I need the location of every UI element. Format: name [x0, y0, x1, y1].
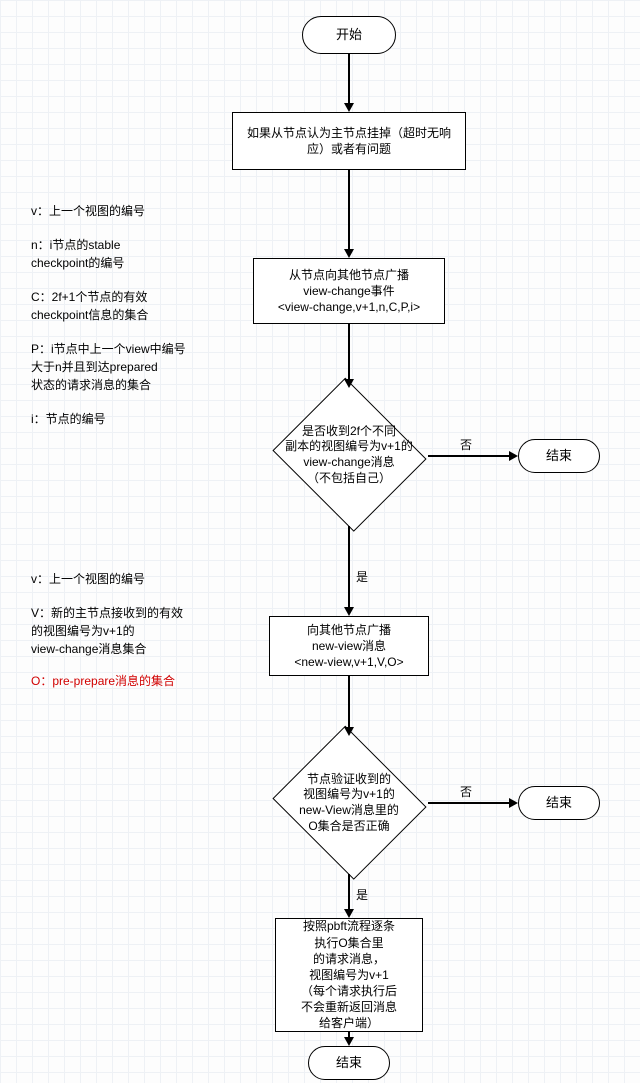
- edge-label-yes: 是: [356, 886, 368, 903]
- process-node-3: 向其他节点广播 new-view消息 <new-view,v+1,V,O>: [269, 616, 429, 676]
- process-node-1: 如果从节点认为主节点挂掉（超时无响应）或者有问题: [232, 112, 466, 170]
- end-node-3: 结束: [308, 1046, 390, 1080]
- start-node: 开始: [302, 16, 396, 54]
- decision-node-2: 节点验证收到的 视图编号为v+1的 new-View消息里的 O集合是否正确: [268, 730, 430, 876]
- edge-line: [348, 324, 350, 379]
- legend-item: O：pre-prepare消息的集合: [31, 672, 175, 690]
- arrow-head-icon: [344, 249, 354, 258]
- edge-label-yes: 是: [356, 568, 368, 585]
- edge-label-no: 否: [460, 436, 472, 453]
- legend-item: C：2f+1个节点的有效 checkpoint信息的集合: [31, 288, 148, 324]
- legend-item: P：i节点中上一个view中编号 大于n并且到达prepared 状态的请求消息…: [31, 340, 186, 394]
- end-node-1: 结束: [518, 439, 600, 473]
- process-node-4: 按照pbft流程逐条 执行O集合里 的请求消息， 视图编号为v+1 （每个请求执…: [275, 918, 423, 1032]
- edge-line: [348, 170, 350, 249]
- decision-text: 是否收到2f个不同 副本的视图编号为v+1的 view-change消息 （不包…: [269, 424, 429, 486]
- edge-label-no: 否: [460, 783, 472, 800]
- arrow-head-icon: [344, 103, 354, 112]
- edge-line: [428, 455, 509, 457]
- legend-item: i：节点的编号: [31, 410, 106, 428]
- edge-line: [348, 526, 350, 607]
- edge-line: [348, 676, 350, 727]
- legend-item: V：新的主节点接收到的有效 的视图编号为v+1的 view-change消息集合: [31, 604, 183, 658]
- decision-text: 节点验证收到的 视图编号为v+1的 new-View消息里的 O集合是否正确: [283, 772, 415, 834]
- arrow-head-icon: [509, 798, 518, 808]
- process-node-2: 从节点向其他节点广播 view-change事件 <view-change,v+…: [253, 258, 445, 324]
- end-node-2: 结束: [518, 786, 600, 820]
- arrow-head-icon: [344, 379, 354, 388]
- legend-item: n：i节点的stable checkpoint的编号: [31, 236, 124, 272]
- legend-item: v：上一个视图的编号: [31, 202, 145, 220]
- decision-node-1: 是否收到2f个不同 副本的视图编号为v+1的 view-change消息 （不包…: [268, 382, 430, 528]
- arrow-head-icon: [344, 1037, 354, 1046]
- edge-line: [348, 54, 350, 103]
- arrow-head-icon: [344, 727, 354, 736]
- arrow-head-icon: [344, 607, 354, 616]
- edge-line: [348, 874, 350, 909]
- arrow-head-icon: [509, 451, 518, 461]
- arrow-head-icon: [344, 909, 354, 918]
- legend-item: v：上一个视图的编号: [31, 570, 145, 588]
- edge-line: [428, 802, 509, 804]
